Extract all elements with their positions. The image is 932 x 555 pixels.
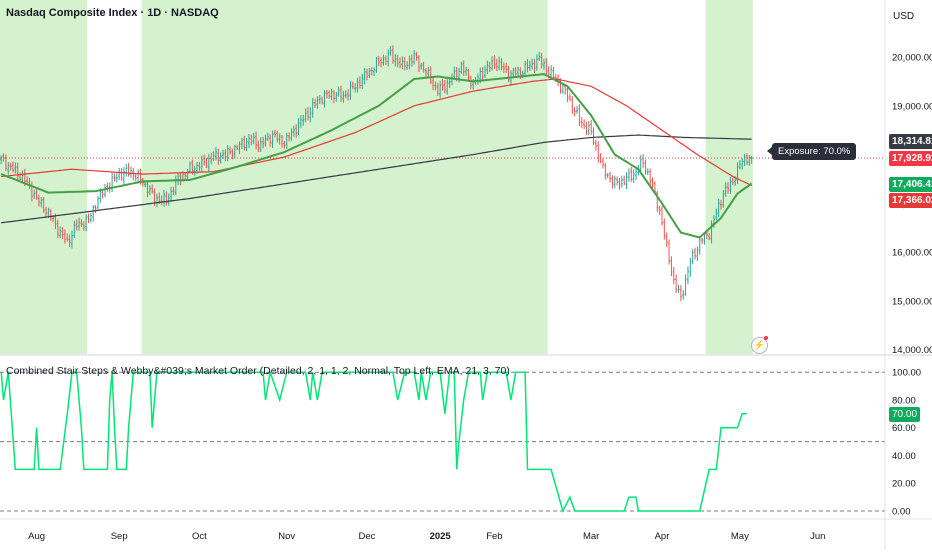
time-tick-2: Oct [192,531,207,542]
shade-layer [0,0,753,518]
sma50-badge: 17,366.02 [889,193,932,208]
indicator-tick-3: 40.00 [892,451,916,462]
exposure-value-badge: 70.00 [889,407,921,422]
chart-title: Nasdaq Composite Index · 1D · NASDAQ [6,7,219,19]
time-tick-5: 2025 [430,531,452,542]
time-tick-1: Sep [111,531,128,542]
indicator-layer [0,371,747,514]
price-tick-1: 19,000.00 [892,101,932,112]
time-tick-8: Apr [655,531,670,542]
price-tick-5: 15,000.00 [892,296,932,307]
indicator-tick-1: 80.00 [892,395,916,406]
price-tick-6: 14,000.00 [892,345,932,356]
time-tick-6: Feb [486,531,502,542]
time-tick-7: Mar [583,531,599,542]
sma200-line [1,134,752,224]
sma200-badge: 18,314.81 [889,134,932,149]
ema21-badge: 17,406.41 [889,177,932,192]
indicator-tick-4: 20.00 [892,479,916,490]
sma50-line [1,78,752,187]
shade-band-ind-2 [706,356,753,518]
price-tick-4: 16,000.00 [892,248,932,259]
indicator-tick-2: 60.00 [892,423,916,434]
exposure-tooltip: Exposure: 70.0% [766,143,857,160]
indicator-tick-0: 100.00 [892,368,921,379]
price-tick-0: 20,000.00 [892,53,932,64]
indicator-title: Combined Stair Steps & Webby&#039;s Mark… [6,365,510,377]
alert-icon[interactable]: ⚡ [751,336,768,354]
ema21-line [0,73,753,239]
time-tick-9: May [731,531,749,542]
shade-band-1 [141,0,548,354]
time-tick-3: Nov [278,531,295,542]
shade-band-2 [705,0,753,354]
currency-button[interactable]: USD [893,11,915,22]
time-tick-0: Aug [28,531,45,542]
moving-averages-layer [0,73,753,239]
exposure-line [0,371,747,514]
time-tick-10: Jun [810,531,825,542]
shade-band-0 [0,0,88,354]
time-tick-4: Dec [359,531,376,542]
last-price-badge: 17,928.92 [889,151,932,166]
indicator-tick-5: 0.00 [892,507,911,518]
